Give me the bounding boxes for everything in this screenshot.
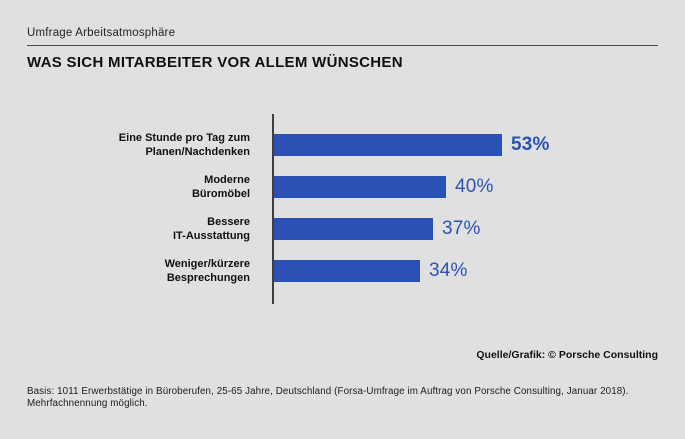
y-axis-line bbox=[272, 114, 274, 304]
bar-chart: Eine Stunde pro Tag zum Planen/Nachdenken… bbox=[27, 114, 658, 304]
basis-footnote: Basis: 1011 Erwerbstätige in Büroberufen… bbox=[27, 386, 629, 409]
bar-area: 40% bbox=[272, 176, 658, 198]
chart-rows: Eine Stunde pro Tag zum Planen/Nachdenken… bbox=[27, 132, 658, 284]
chart-row: Bessere IT-Ausstattung 37% bbox=[27, 216, 658, 242]
bar-category-label: Bessere IT-Ausstattung bbox=[173, 216, 250, 242]
bar-value-label: 34% bbox=[429, 260, 468, 281]
source-credit: Quelle/Grafik: © Porsche Consulting bbox=[476, 349, 658, 361]
page-title: WAS SICH MITARBEITER VOR ALLEM WÜNSCHEN bbox=[27, 54, 403, 71]
bar-area: 34% bbox=[272, 260, 658, 282]
chart-row: Eine Stunde pro Tag zum Planen/Nachdenken… bbox=[27, 132, 658, 158]
bar-category-label: Weniger/kürzere Besprechungen bbox=[164, 258, 250, 284]
kicker-label: Umfrage Arbeitsatmosphäre bbox=[27, 27, 176, 39]
bar bbox=[272, 260, 420, 282]
bar bbox=[272, 134, 502, 156]
chart-row: Weniger/kürzere Besprechungen 34% bbox=[27, 258, 658, 284]
bar-area: 53% bbox=[272, 134, 658, 156]
bar-value-label: 53% bbox=[511, 134, 550, 155]
header-rule bbox=[27, 45, 658, 46]
infographic: Umfrage Arbeitsatmosphäre WAS SICH MITAR… bbox=[0, 27, 685, 410]
bar-area: 37% bbox=[272, 218, 658, 240]
bar-value-label: 40% bbox=[455, 176, 494, 197]
bar-value-label: 37% bbox=[442, 218, 481, 239]
bar-category-label: Eine Stunde pro Tag zum Planen/Nachdenken bbox=[118, 132, 250, 158]
chart-row: Moderne Büromöbel 40% bbox=[27, 174, 658, 200]
bar bbox=[272, 218, 433, 240]
bar-category-label: Moderne Büromöbel bbox=[191, 174, 250, 200]
bar bbox=[272, 176, 446, 198]
